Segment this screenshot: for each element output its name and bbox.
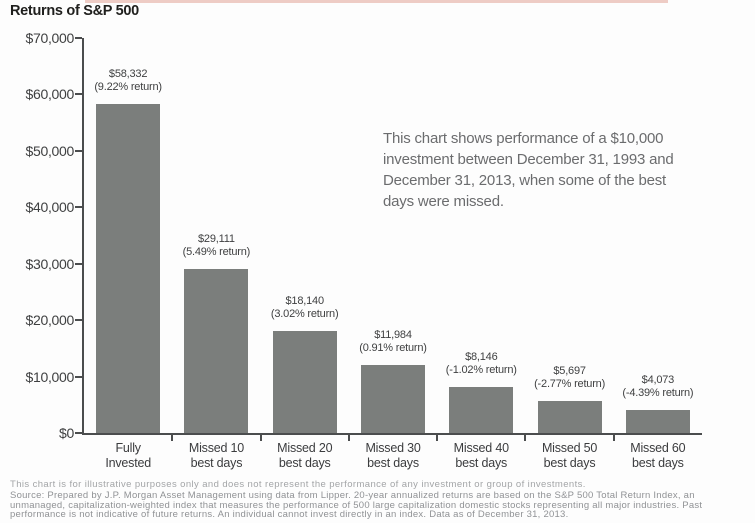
disclaimer-text: This chart is for illustrative purposes … [10, 479, 586, 490]
bar-value-label: $29,111 [198, 232, 235, 245]
x-category-line2: Invested [105, 456, 151, 470]
x-category-label: Missed 50 best days [525, 441, 613, 471]
x-category-line1: Missed 20 [277, 441, 333, 455]
x-category-label: Missed 10 best days [172, 441, 260, 471]
y-tick [75, 93, 82, 96]
y-tick-label: $40,000 [25, 199, 74, 216]
bar-missed-30-best-days [361, 365, 425, 433]
x-tick [524, 435, 527, 441]
y-tick-label: $0 [59, 425, 74, 441]
chart-title: Returns of S&P 500 [10, 3, 139, 19]
x-tick [612, 435, 615, 441]
bar-return-label: (0.91% return) [359, 342, 427, 355]
x-category-line2: best days [190, 456, 243, 470]
y-tick-label: $60,000 [25, 86, 74, 103]
bar-value-label: $58,332 [108, 67, 148, 80]
y-tick-label: $30,000 [25, 255, 74, 272]
x-category-label: Missed 60 best days [614, 441, 702, 471]
y-tick [75, 206, 82, 209]
x-category-line2: best days [278, 456, 331, 470]
y-tick [75, 375, 82, 378]
x-category-line2: best days [543, 456, 596, 470]
y-tick [75, 262, 82, 265]
y-tick-label: $20,000 [25, 312, 74, 329]
x-category-line1: Missed 30 [365, 441, 421, 455]
bar-value-label-group: $5,697 (-2.77% return) [510, 365, 630, 391]
bar-return-label: (-2.77% return) [534, 377, 606, 390]
y-tick-label: $50,000 [25, 142, 74, 159]
y-tick [75, 319, 82, 322]
x-category-label: Missed 20 best days [261, 441, 349, 471]
annotation-text: This chart shows performance of a $10,00… [383, 130, 674, 210]
y-axis-line [82, 38, 84, 435]
bar-value-label-group: $4,073 (-4.39% return) [598, 374, 718, 400]
x-category-line1: Fully [115, 441, 141, 455]
x-tick [347, 435, 350, 441]
bar-missed-20-best-days [272, 330, 337, 433]
y-tick-label: $70,000 [25, 30, 74, 46]
x-category-line2: best days [367, 456, 419, 470]
bar-value-label-group: $18,140 (3.02% return) [245, 295, 365, 321]
bar-value-label: $8,146 [465, 351, 498, 363]
x-tick [259, 435, 262, 441]
bar-value-label-group: $58,332 (9.22% return) [68, 68, 188, 94]
x-category-label: Missed 30 best days [349, 441, 437, 471]
bar-value-label-group: $11,984 (0.91% return) [333, 329, 453, 355]
y-tick [75, 432, 82, 434]
bar-missed-50-best-days [537, 400, 602, 433]
bar-value-label: $18,140 [285, 294, 325, 307]
bar-value-label-group: $29,111 (5.49% return) [156, 233, 276, 259]
x-category-label: Missed 40 best days [437, 441, 525, 471]
accent-strip [85, 0, 668, 3]
bar-missed-40-best-days [449, 387, 514, 433]
bar-return-label: (-1.02% return) [445, 364, 517, 376]
y-tick-label: $10,000 [25, 368, 74, 385]
x-tick [436, 435, 439, 441]
bar-value-label: $4,073 [641, 374, 675, 386]
x-category-line1: Missed 60 [630, 441, 686, 455]
x-category-line2: best days [631, 456, 684, 470]
x-category-line1: Missed 50 [541, 441, 598, 455]
y-tick [75, 37, 82, 39]
bar-value-label-group: $8,146 (-1.02% return) [421, 351, 541, 377]
bar-missed-60-best-days [625, 410, 690, 433]
x-category-line2: best days [455, 456, 508, 470]
bar-missed-10-best-days [184, 268, 249, 433]
bar-return-label: (3.02% return) [270, 307, 339, 320]
bar-return-label: (-4.39% return) [622, 387, 694, 399]
x-category-line1: Missed 40 [453, 441, 509, 455]
source-text: Source: Prepared by J.P. Morgan Asset Ma… [10, 490, 703, 521]
bar-value-label: $5,697 [553, 364, 586, 377]
x-category-label: Fully Invested [84, 441, 172, 471]
bar-return-label: (5.49% return) [182, 245, 251, 258]
x-tick [171, 435, 174, 441]
x-axis-line [82, 433, 702, 435]
bar-fully-invested [96, 103, 161, 433]
x-category-line1: Missed 10 [188, 441, 245, 455]
bar-value-label: $11,984 [374, 329, 412, 342]
y-tick [75, 149, 82, 152]
bar-return-label: (9.22% return) [94, 80, 162, 93]
